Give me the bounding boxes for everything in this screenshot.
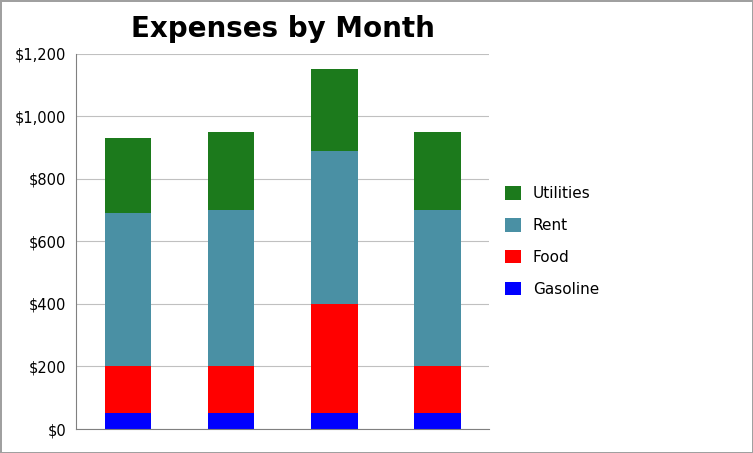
- Bar: [311, 413, 358, 429]
- Bar: [208, 413, 255, 429]
- Bar: [414, 132, 461, 210]
- Bar: [414, 366, 461, 413]
- Bar: [105, 138, 151, 213]
- Bar: [311, 151, 358, 304]
- Bar: [414, 210, 461, 366]
- Bar: [208, 210, 255, 366]
- Bar: [414, 413, 461, 429]
- Bar: [311, 304, 358, 413]
- Bar: [208, 366, 255, 413]
- Title: Expenses by Month: Expenses by Month: [131, 15, 434, 43]
- Bar: [208, 132, 255, 210]
- Bar: [105, 213, 151, 366]
- Legend: Utilities, Rent, Food, Gasoline: Utilities, Rent, Food, Gasoline: [505, 186, 599, 297]
- Bar: [311, 69, 358, 151]
- Bar: [105, 366, 151, 413]
- Bar: [105, 413, 151, 429]
